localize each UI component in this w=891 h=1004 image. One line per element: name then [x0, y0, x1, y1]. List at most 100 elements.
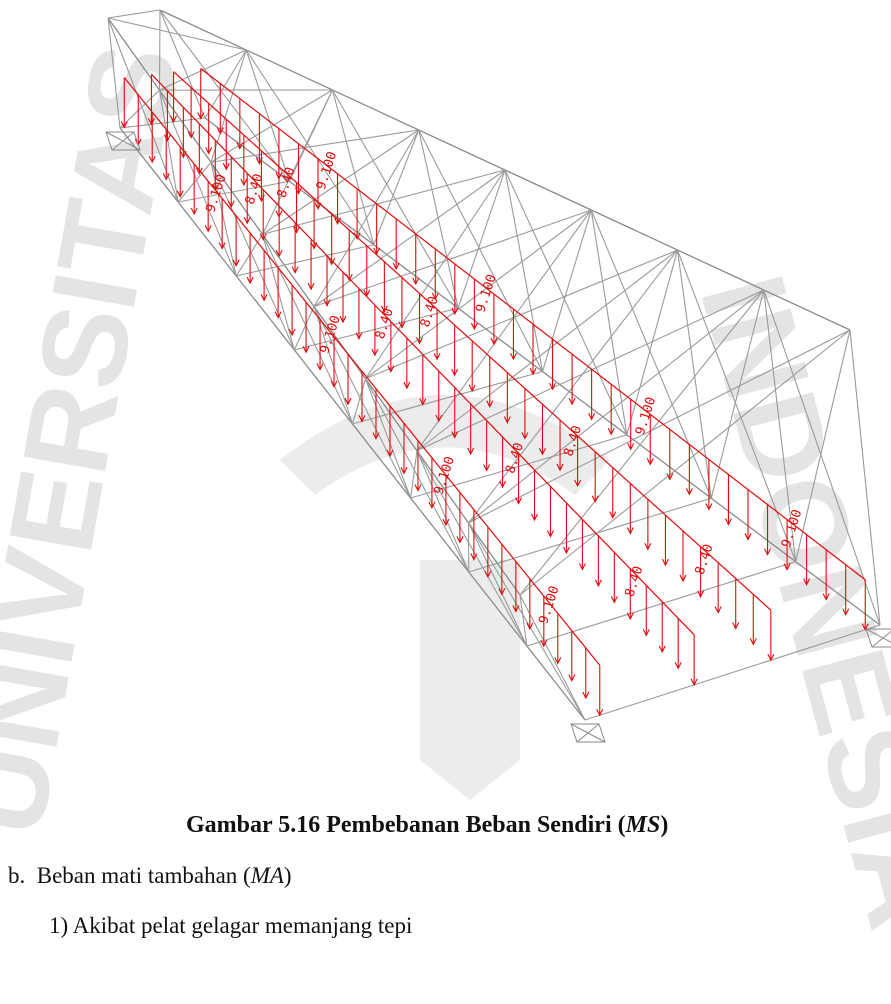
arrow-head [724, 518, 732, 526]
top-cross-member [210, 89, 333, 163]
arrow-head [509, 352, 517, 361]
arrow-head [243, 216, 251, 225]
arrow-head [387, 365, 395, 373]
top-cross-member [519, 329, 851, 596]
arrow-head [749, 638, 757, 646]
vertical-member [519, 594, 586, 721]
caption-text: Pembebanan Beban Sendiri ( [326, 812, 626, 838]
arrow-head [642, 629, 650, 637]
arrow-head [204, 224, 212, 233]
diagonal-member [763, 289, 881, 626]
arrow-head [232, 259, 240, 268]
arrow-head [568, 397, 576, 406]
vertical-member [504, 169, 544, 372]
arrow-head [307, 282, 315, 291]
arrow-head [197, 112, 205, 120]
arrow-head [470, 322, 478, 331]
supports [105, 131, 891, 743]
diagonal-member [418, 129, 543, 372]
vertical-member [331, 89, 375, 245]
arrow-head [190, 207, 198, 216]
arrow-head [607, 428, 615, 436]
vertical-member [107, 17, 121, 129]
arrow-head [222, 162, 230, 171]
arrow-head [398, 321, 406, 329]
arrow-head [578, 563, 586, 571]
load-value-label: 9.100 [473, 273, 499, 315]
arrow-head [451, 431, 459, 439]
diagonal-member [710, 289, 765, 499]
arrow-head [515, 497, 523, 505]
arrow-head [179, 151, 187, 159]
arrow-head [486, 400, 494, 408]
arrow-head [468, 384, 476, 393]
arrow-head [147, 118, 155, 126]
vertical-member [159, 9, 206, 119]
arrow-head [658, 645, 666, 654]
diagonal-member [159, 9, 290, 182]
section-heading-b: b. Beban mati tambahan (MA) [8, 863, 292, 888]
top-bracing [107, 17, 247, 51]
arrow-head [767, 653, 775, 662]
arrow-head [610, 596, 618, 604]
arrow-head [435, 414, 443, 423]
diagonal-member [416, 450, 528, 647]
figure-caption: Gambar 5.16 Pembebanan Beban Sendiri (MS… [186, 812, 669, 838]
arrow-head [400, 466, 408, 475]
arrow-head [293, 226, 301, 234]
arrow-head [679, 574, 687, 583]
item-symbol: MA [250, 863, 284, 888]
arrow-head [705, 503, 713, 511]
floor-beam [352, 370, 543, 425]
arrow-head [540, 639, 548, 648]
truss-diagram: 9.1009.1009.1009.1008.408.408.408.408.40… [105, 9, 891, 743]
floor-beam [468, 497, 712, 573]
arrow-head [259, 233, 267, 241]
arrow-head [690, 678, 698, 687]
arrow-head [431, 292, 439, 301]
top-bracing [468, 249, 678, 524]
vertical-member [364, 378, 412, 499]
arrow-head [288, 328, 296, 337]
arrow-head [627, 443, 635, 451]
arrow-head [526, 622, 534, 631]
vertical-member [245, 49, 290, 182]
diagonal-member [795, 329, 851, 562]
arrow-head [412, 277, 420, 286]
top-cross-member [313, 169, 506, 307]
arrow-head [661, 558, 669, 567]
support-bearing [111, 131, 135, 151]
arrow-head [644, 543, 652, 551]
arrow-head [371, 348, 379, 357]
arrow-head [162, 173, 170, 181]
arrow-head [260, 294, 268, 302]
arrow-head [148, 155, 156, 164]
arrow-head [554, 657, 562, 665]
top-bracing [262, 169, 506, 235]
arrow-head [372, 432, 380, 440]
arrow-head [685, 488, 693, 496]
vertical-member [849, 329, 881, 626]
support-bearing [865, 628, 891, 648]
top-bracing [468, 329, 851, 524]
arrow-head [646, 458, 654, 466]
arrow-head [529, 367, 537, 376]
arrow-head [419, 398, 427, 406]
arrow-head [549, 382, 557, 391]
load-top-line [151, 73, 695, 636]
arrow-head [456, 536, 464, 544]
arrow-head [521, 432, 529, 440]
floor-beam [119, 117, 206, 129]
arrow-head [442, 518, 450, 527]
arrow-head [428, 501, 436, 510]
top-bracing [210, 129, 419, 163]
arrow-head [498, 587, 506, 596]
arrow-head [403, 381, 411, 390]
arrow-head [195, 167, 203, 175]
load-value-label: 8.40 [561, 424, 585, 458]
arrow-head [316, 363, 324, 371]
diagonal-member [210, 162, 295, 351]
arrow-head [582, 691, 590, 700]
diagonal-member [373, 129, 420, 245]
load-value-label: 8.40 [275, 165, 299, 199]
